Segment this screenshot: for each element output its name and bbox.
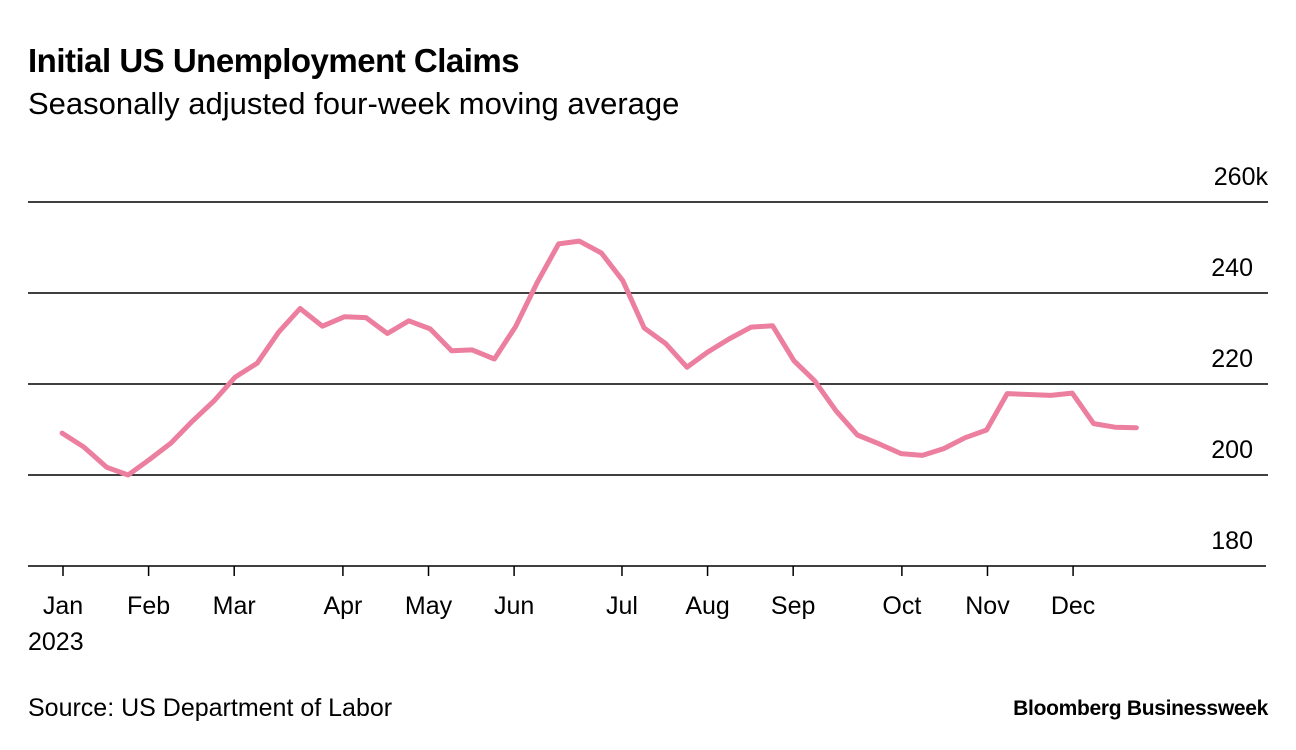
x-tick-label-apr: Apr bbox=[323, 592, 362, 620]
x-tick-label-jul: Jul bbox=[606, 592, 638, 620]
y-tick-label-180: 180 bbox=[1211, 527, 1253, 555]
data-point-31 bbox=[727, 337, 732, 342]
data-point-43 bbox=[984, 428, 989, 433]
data-point-36 bbox=[834, 408, 839, 413]
data-point-44 bbox=[1005, 391, 1010, 396]
x-tick-label-mar: Mar bbox=[213, 592, 256, 620]
source-note: Source: US Department of Labor bbox=[28, 694, 393, 722]
data-point-28 bbox=[663, 341, 668, 346]
data-point-37 bbox=[855, 433, 860, 438]
data-point-34 bbox=[792, 358, 797, 363]
data-point-6 bbox=[190, 419, 195, 424]
data-point-15 bbox=[385, 331, 390, 336]
chart-title: Initial US Unemployment Claims bbox=[28, 42, 520, 79]
y-tick-label-220: 220 bbox=[1211, 345, 1253, 373]
x-tick-label-feb: Feb bbox=[127, 592, 170, 620]
data-point-24 bbox=[577, 239, 582, 244]
data-point-16 bbox=[406, 318, 411, 323]
y-tick-label-200: 200 bbox=[1211, 436, 1253, 464]
data-point-46 bbox=[1048, 393, 1053, 398]
data-point-19 bbox=[470, 347, 475, 352]
data-point-11 bbox=[298, 306, 303, 311]
data-point-21 bbox=[513, 324, 518, 329]
x-tick-label-jun: Jun bbox=[494, 592, 534, 620]
data-point-35 bbox=[812, 378, 817, 383]
data-point-23 bbox=[556, 241, 561, 246]
chart-subtitle: Seasonally adjusted four-week moving ave… bbox=[28, 86, 680, 121]
x-tick-label-dec: Dec bbox=[1051, 592, 1095, 620]
data-point-9 bbox=[255, 361, 260, 366]
data-point-40 bbox=[920, 453, 925, 458]
x-tick-label-oct: Oct bbox=[882, 592, 921, 620]
data-point-3 bbox=[126, 473, 131, 478]
x-tick-label-sep: Sep bbox=[771, 592, 815, 620]
data-point-2 bbox=[104, 465, 109, 470]
y-tick-label-260: 260k bbox=[1214, 163, 1269, 191]
data-point-41 bbox=[941, 446, 946, 451]
data-point-25 bbox=[599, 251, 604, 256]
data-point-1 bbox=[81, 444, 86, 449]
x-tick-label-aug: Aug bbox=[685, 592, 729, 620]
series-line-0 bbox=[59, 238, 1139, 478]
data-point-26 bbox=[620, 278, 625, 283]
data-point-33 bbox=[770, 323, 775, 328]
data-point-8 bbox=[233, 375, 238, 380]
data-point-27 bbox=[642, 326, 647, 331]
data-point-12 bbox=[320, 324, 325, 329]
data-point-0 bbox=[60, 431, 65, 436]
publisher-logo: Bloomberg Businessweek bbox=[1013, 697, 1268, 720]
data-point-10 bbox=[276, 330, 281, 335]
x-year-label: 2023 bbox=[28, 628, 84, 656]
data-point-14 bbox=[364, 315, 369, 320]
y-tick-label-240: 240 bbox=[1211, 254, 1253, 282]
data-point-42 bbox=[963, 435, 968, 440]
x-tick-label-may: May bbox=[405, 592, 453, 620]
x-tick-label-nov: Nov bbox=[965, 592, 1010, 620]
data-point-45 bbox=[1026, 392, 1031, 397]
data-point-18 bbox=[449, 348, 454, 353]
data-point-48 bbox=[1091, 421, 1096, 426]
x-tick-label-jan: Jan bbox=[43, 592, 83, 620]
data-point-17 bbox=[428, 326, 433, 331]
data-point-7 bbox=[212, 398, 217, 403]
data-point-47 bbox=[1070, 391, 1075, 396]
data-point-50 bbox=[1134, 425, 1139, 430]
data-point-22 bbox=[535, 280, 540, 285]
data-point-13 bbox=[342, 314, 347, 319]
data-point-39 bbox=[899, 451, 904, 456]
data-point-32 bbox=[749, 325, 754, 330]
data-point-5 bbox=[168, 441, 173, 446]
data-point-4 bbox=[147, 457, 152, 462]
data-point-49 bbox=[1113, 425, 1118, 430]
data-point-20 bbox=[492, 357, 497, 362]
data-point-30 bbox=[705, 350, 710, 355]
data-point-38 bbox=[877, 442, 882, 447]
data-point-29 bbox=[685, 365, 690, 370]
